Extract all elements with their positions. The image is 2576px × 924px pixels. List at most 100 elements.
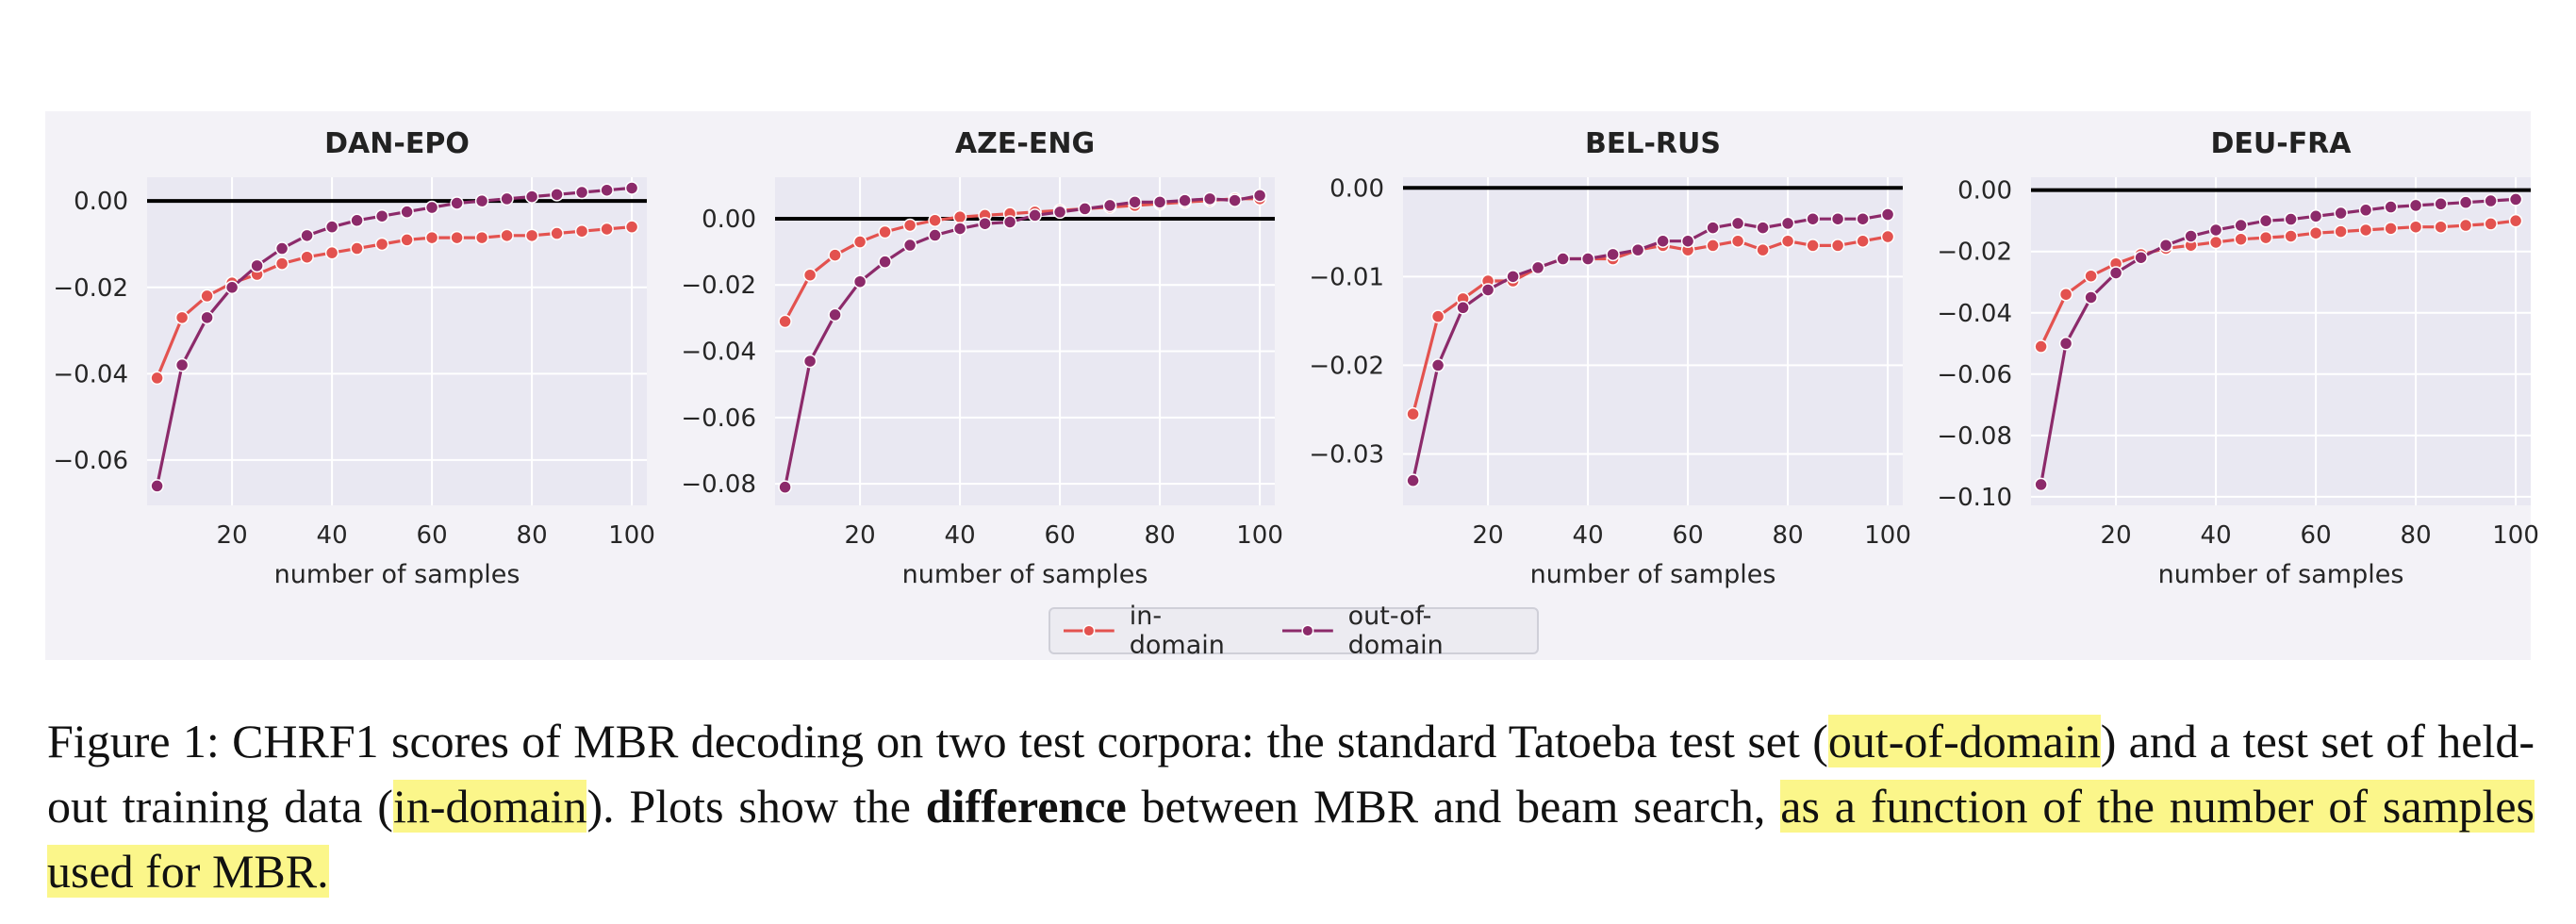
y-tick-label: −0.02 xyxy=(681,272,756,300)
data-point xyxy=(2358,203,2373,218)
data-point xyxy=(274,241,289,256)
data-point xyxy=(574,185,589,200)
data-point xyxy=(878,224,892,239)
data-point xyxy=(2058,287,2073,302)
data-point xyxy=(200,289,214,304)
panel-title-aze-eng: AZE-ENG xyxy=(955,127,1095,160)
series-out-of-domain-deu-fra xyxy=(2034,192,2523,492)
data-point xyxy=(2284,212,2298,226)
data-point xyxy=(2058,337,2073,351)
x-axis-label-bel-rus: number of samples xyxy=(1530,560,1776,589)
data-point xyxy=(150,479,164,493)
caption-text-prefix: Figure 1: CHRF1 scores of MBR decoding o… xyxy=(47,715,1828,767)
x-tick-label: 80 xyxy=(1145,521,1176,550)
caption-highlight-in-domain: in-domain xyxy=(392,780,587,833)
caption-text-mid1: ) and a test set of held-out training da… xyxy=(47,715,2535,833)
data-point xyxy=(1202,191,1217,206)
y-tick-label: −0.06 xyxy=(1937,361,2012,389)
series-out-of-domain-bel-rus xyxy=(1406,207,1895,487)
data-point xyxy=(1706,221,1720,235)
data-point xyxy=(150,371,164,386)
plot-area-bel-rus xyxy=(1403,177,1903,505)
data-point xyxy=(374,237,389,252)
figure-caption: Figure 1: CHRF1 scores of MBR decoding o… xyxy=(47,709,2535,904)
legend-item-out-of-domain: out-of-domain xyxy=(1281,602,1520,660)
series-out-of-domain-aze-eng xyxy=(778,189,1267,494)
data-point xyxy=(1178,193,1192,207)
data-point xyxy=(2134,250,2148,265)
data-point xyxy=(952,222,967,236)
data-point xyxy=(2434,197,2448,211)
panel-title-dan-epo: DAN-EPO xyxy=(324,127,470,160)
data-point xyxy=(1052,205,1067,220)
data-point xyxy=(1856,211,1870,226)
data-point xyxy=(2384,200,2398,214)
y-tick-label: −0.01 xyxy=(1309,263,1384,291)
data-point xyxy=(1680,234,1695,248)
data-point xyxy=(2334,206,2348,221)
data-point xyxy=(2108,266,2123,280)
data-point xyxy=(400,233,414,247)
data-point xyxy=(600,222,614,237)
data-point xyxy=(2308,209,2323,223)
data-point xyxy=(200,310,214,325)
caption-highlight-out-of-domain: out-of-domain xyxy=(1827,715,2101,767)
y-tick-label: 0.00 xyxy=(1329,174,1384,203)
x-tick-label: 20 xyxy=(1473,521,1504,550)
x-tick-label: 80 xyxy=(517,521,548,550)
x-tick-label: 40 xyxy=(945,521,976,550)
data-point xyxy=(1406,406,1420,421)
data-point xyxy=(1630,242,1645,257)
data-point xyxy=(2458,195,2473,209)
data-point xyxy=(1830,211,1845,226)
data-point xyxy=(1480,283,1495,297)
data-point xyxy=(624,181,639,195)
x-tick-label: 20 xyxy=(2101,521,2132,550)
legend-item-in-domain: in-domain xyxy=(1064,602,1252,660)
plot-area-deu-fra xyxy=(2031,177,2531,505)
data-point xyxy=(978,216,992,231)
x-tick-label: 40 xyxy=(1573,521,1604,550)
legend-marker-out-of-domain xyxy=(1281,624,1333,637)
data-point xyxy=(250,258,264,273)
x-tick-label: 20 xyxy=(845,521,876,550)
data-point xyxy=(1806,239,1820,253)
y-tick-label: −0.06 xyxy=(53,447,128,475)
data-point xyxy=(1252,189,1267,203)
data-point xyxy=(1730,216,1745,231)
data-point xyxy=(878,255,892,269)
x-tick-label: 100 xyxy=(2492,521,2539,550)
y-tick-label: 0.00 xyxy=(74,188,128,216)
data-point xyxy=(1028,208,1042,223)
panel-aze-eng: AZE-ENG 20 40 60 80 100 0.00 −0.02 −0.04 −0.06 −0.… xyxy=(681,127,1283,589)
data-point xyxy=(2208,235,2223,250)
data-point xyxy=(1102,198,1117,213)
data-point xyxy=(778,480,792,494)
plot-area-aze-eng xyxy=(775,177,1275,505)
data-point xyxy=(1780,216,1795,231)
x-axis-label-aze-eng: number of samples xyxy=(902,560,1148,589)
data-point xyxy=(2308,225,2323,240)
y-tick-label: −0.02 xyxy=(53,274,128,303)
charts-figure: DAN-EPO 20 40 60 80 100 0.00 −0.02 −0.04 −0.06 num… xyxy=(53,127,2539,589)
x-tick-label: 40 xyxy=(2201,521,2232,550)
data-point xyxy=(1128,195,1142,209)
data-point xyxy=(852,274,867,289)
y-tick-label: −0.04 xyxy=(1937,300,2012,328)
x-tick-label: 80 xyxy=(1773,521,1804,550)
y-tick-label: −0.06 xyxy=(681,404,756,433)
data-point xyxy=(802,354,817,369)
data-point xyxy=(902,238,917,253)
data-point xyxy=(2484,193,2498,208)
data-point xyxy=(1780,234,1795,248)
data-point xyxy=(1706,239,1720,253)
y-tick-label: −0.08 xyxy=(681,470,756,499)
data-point xyxy=(1406,473,1420,487)
legend-label-out-of-domain: out-of-domain xyxy=(1347,602,1444,660)
y-tick-label: 0.00 xyxy=(702,206,756,234)
data-point xyxy=(550,188,564,202)
data-point xyxy=(1228,193,1242,207)
data-point xyxy=(1880,229,1895,244)
panel-deu-fra: DEU-FRA 20 40 60 80 100 0.00 −0.02 −0.04 −0.06 −0.… xyxy=(1937,127,2539,589)
data-point xyxy=(2434,220,2448,234)
